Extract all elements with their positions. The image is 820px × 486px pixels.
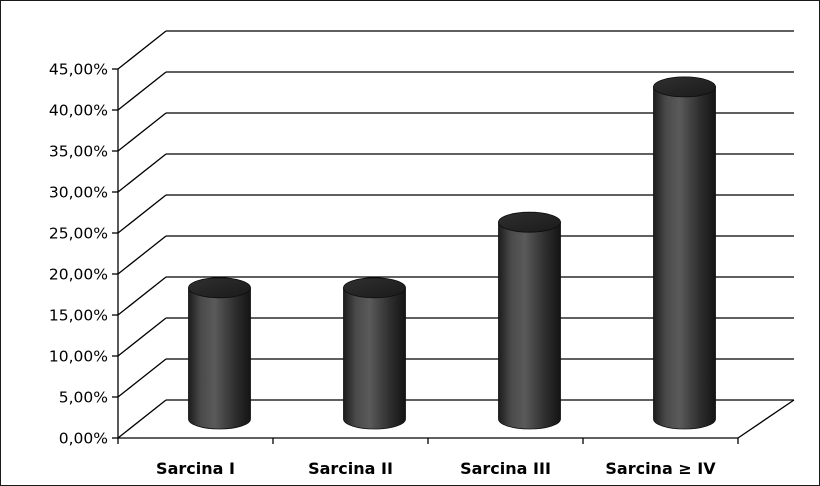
- bar-top: [188, 277, 251, 299]
- bar-body: [343, 287, 406, 430]
- bar-top: [498, 211, 561, 233]
- bar-1: [188, 277, 251, 430]
- bar-4: [653, 76, 716, 430]
- gridline-side: [117, 112, 167, 152]
- gridline-side: [117, 276, 167, 316]
- bar-top: [343, 277, 406, 299]
- x-tick-label: Sarcina II: [308, 459, 393, 478]
- gridline-side: [117, 30, 167, 70]
- label-layer: 0,00% 5,00% 10,00% 15,00% 20,00% 25,00% 30,00%…: [49, 61, 716, 479]
- bar-body: [188, 287, 251, 430]
- gridline-side: [117, 235, 167, 275]
- bar-2: [343, 277, 406, 430]
- x-tick-label: Sarcina I: [156, 459, 235, 478]
- y-tick-label: 45,00%: [49, 61, 108, 79]
- y-tick-label: 25,00%: [49, 225, 108, 243]
- y-tick-label: 0,00%: [59, 430, 108, 448]
- y-tick-label: 15,00%: [49, 307, 108, 325]
- floor-left-edge: [117, 399, 167, 439]
- bar-layer: [188, 76, 716, 430]
- gridline-side: [117, 71, 167, 111]
- floor-right-edge: [737, 399, 795, 439]
- gridline-side: [117, 317, 167, 357]
- y-tick-label: 20,00%: [49, 266, 108, 284]
- bar-top: [653, 76, 716, 98]
- y-tick-label: 30,00%: [49, 184, 108, 202]
- bar-3: [498, 211, 561, 430]
- x-tick-label: Sarcina ≥ IV: [605, 459, 716, 478]
- gridline-side: [117, 153, 167, 193]
- bar-body: [498, 221, 561, 430]
- y-tick-label: 35,00%: [49, 143, 108, 161]
- bar-body: [653, 86, 716, 430]
- y-tick-label: 40,00%: [49, 102, 108, 120]
- y-tick-label: 5,00%: [59, 389, 108, 407]
- y-tick-label: 10,00%: [49, 348, 108, 366]
- gridline-side: [117, 194, 167, 234]
- gridline-side: [117, 358, 167, 398]
- x-tick-label: Sarcina III: [460, 459, 551, 478]
